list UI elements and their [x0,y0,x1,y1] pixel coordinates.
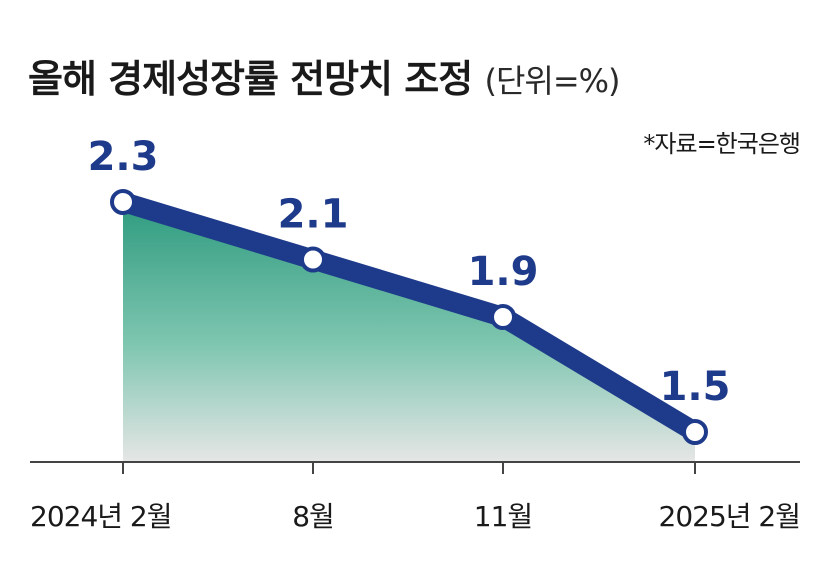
series-line [113,192,705,442]
data-label: 2.1 [278,192,349,238]
data-label: 1.9 [468,249,539,295]
area-fill [123,202,695,462]
x-tick-label: 11월 [474,500,532,533]
x-tick-label-layer: 2024년 2월 8월 11월 2025년 2월 [30,500,801,533]
x-tick-label: 8월 [292,500,334,533]
x-tick-label: 2024년 2월 [30,500,172,533]
data-point [490,304,516,330]
data-label-layer: 2.3 2.1 1.9 1.5 [88,134,731,410]
chart-source: *자료=한국은행 [643,130,801,158]
data-label: 1.5 [660,364,731,410]
x-tick-label: 2025년 2월 [659,500,801,533]
chart-title-text: 올해 경제성장률 전망치 조정 [28,57,473,101]
series-line-layer [113,192,705,442]
data-point [110,189,136,215]
x-axis [30,461,800,474]
data-point [300,246,326,273]
data-point [682,419,708,445]
area-fill-layer [123,202,695,462]
chart-unit: (단위=%) [484,62,620,100]
marker-layer [110,189,708,445]
chart-title: 올해 경제성장률 전망치 조정 (단위=%) [28,48,621,103]
data-label: 2.3 [88,134,159,180]
